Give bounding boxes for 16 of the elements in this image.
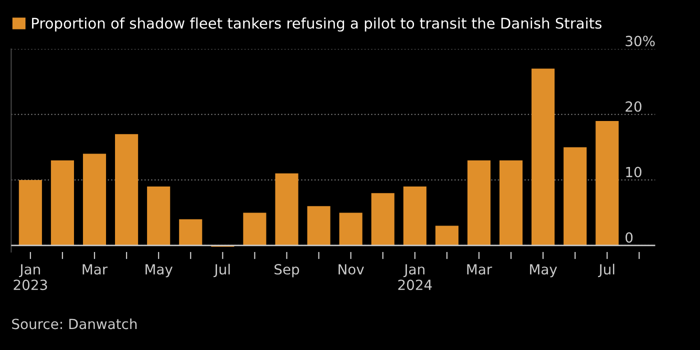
x-tick-label: Jul [214, 264, 230, 278]
x-tick-label: May [146, 264, 173, 278]
x-tick-label: May [530, 264, 558, 278]
source-note: Source: Danwatch [12, 318, 137, 330]
x-tick-label: Nov [338, 264, 364, 275]
x-tick-label: Jan 2024 [398, 264, 432, 290]
y-tick-label: 10 [626, 166, 642, 178]
x-tick-label: Mar [467, 264, 492, 275]
legend-label: Proportion of shadow fleet tankers refusing a pilot to transit the Danish Straits [32, 17, 602, 32]
y-tick-label: 20 [626, 101, 642, 112]
x-tick-label: Mar [82, 264, 108, 275]
x-tick-label: Sep [274, 264, 300, 278]
y-tick-label: 30% [626, 36, 655, 46]
x-tick-label: Jul [598, 264, 614, 278]
y-tick-label: 0 [626, 232, 633, 243]
x-tick-label: Jan 2023 [14, 264, 47, 290]
